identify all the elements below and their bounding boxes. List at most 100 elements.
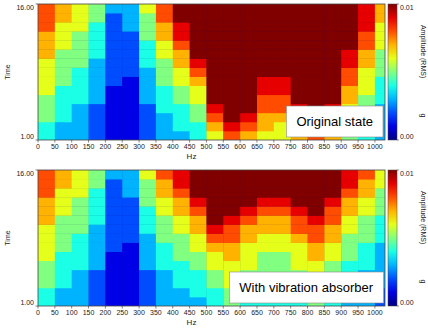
heat-cell — [38, 58, 55, 67]
heat-cell — [257, 4, 274, 13]
heat-cell — [274, 197, 291, 206]
heat-cell — [38, 22, 55, 31]
heat-cell — [206, 113, 223, 122]
heat-cell — [122, 197, 139, 206]
heat-cell — [89, 233, 106, 242]
heat-cell — [55, 197, 72, 206]
x-tick-label: 0 — [36, 143, 40, 150]
heat-cell — [240, 252, 257, 261]
heat-cell — [257, 179, 274, 188]
heat-cell — [190, 122, 207, 131]
heat-cell — [291, 206, 308, 215]
heat-cell — [375, 224, 385, 233]
heat-cell — [257, 233, 274, 242]
heat-cell — [274, 252, 291, 261]
heat-cell — [206, 104, 223, 113]
heat-cell — [257, 188, 274, 197]
heat-cell — [223, 13, 240, 22]
heat-cell — [223, 67, 240, 76]
heat-cell — [156, 104, 173, 113]
heat-cell — [206, 215, 223, 224]
heat-cell — [240, 13, 257, 22]
heat-cell — [105, 270, 122, 279]
heat-cell — [89, 197, 106, 206]
x-tick-label: 150 — [83, 309, 95, 316]
x-tick-label: 800 — [302, 143, 314, 150]
heat-cell — [240, 77, 257, 86]
heat-cell — [173, 77, 190, 86]
heat-cell — [308, 215, 325, 224]
heat-cell — [291, 243, 308, 252]
heat-cell — [341, 58, 358, 67]
heat-cell — [240, 86, 257, 95]
heat-cell — [240, 58, 257, 67]
plot-frame — [38, 170, 385, 306]
heat-cell — [274, 243, 291, 252]
x-tick-label: 450 — [184, 309, 196, 316]
heat-cell — [358, 243, 375, 252]
heat-cell — [257, 122, 274, 131]
heat-cell — [122, 49, 139, 58]
heat-cell — [38, 215, 55, 224]
heat-cell — [122, 288, 139, 297]
heat-cell — [240, 170, 257, 179]
colorbar — [388, 4, 397, 140]
heat-cell — [89, 113, 106, 122]
heat-cell — [122, 179, 139, 188]
heat-cell — [105, 122, 122, 131]
heat-cell — [274, 188, 291, 197]
heat-cell — [375, 243, 385, 252]
heat-cell — [291, 170, 308, 179]
heat-cell — [139, 13, 156, 22]
heat-cell — [139, 58, 156, 67]
heat-cell — [274, 58, 291, 67]
heat-cell — [291, 215, 308, 224]
heat-cell — [324, 13, 341, 22]
heat-cell — [38, 122, 55, 131]
heat-cell — [257, 86, 274, 95]
heat-cell — [173, 279, 190, 288]
heat-cell — [291, 13, 308, 22]
heat-cell — [72, 86, 89, 95]
heat-cell — [105, 279, 122, 288]
heat-cell — [324, 49, 341, 58]
heat-cell — [105, 170, 122, 179]
heat-cell — [291, 22, 308, 31]
heat-cell — [375, 49, 385, 58]
colorbar-title: Amplitude (RMS) — [419, 25, 427, 78]
heat-cell — [274, 22, 291, 31]
heat-cell — [72, 49, 89, 58]
heat-cell — [105, 215, 122, 224]
heat-cell — [173, 224, 190, 233]
heat-cell — [206, 197, 223, 206]
heat-cell — [223, 113, 240, 122]
heat-cell — [122, 122, 139, 131]
heat-cell — [206, 40, 223, 49]
heat-cell — [139, 261, 156, 270]
heat-cell — [240, 22, 257, 31]
heat-cell — [89, 243, 106, 252]
heat-cell — [190, 297, 207, 306]
heat-cell — [240, 40, 257, 49]
heat-cell — [122, 86, 139, 95]
heat-cell — [173, 270, 190, 279]
heat-cell — [375, 40, 385, 49]
heat-cell — [173, 22, 190, 31]
heat-cell — [139, 297, 156, 306]
heat-cell — [55, 77, 72, 86]
heat-cell — [223, 170, 240, 179]
heat-cell — [122, 206, 139, 215]
x-tick-label: 550 — [217, 143, 229, 150]
heat-cell — [190, 13, 207, 22]
heat-cell — [89, 224, 106, 233]
heat-cell — [240, 131, 257, 140]
heat-cell — [341, 215, 358, 224]
heat-cell — [223, 58, 240, 67]
heat-cell — [206, 58, 223, 67]
heat-cell — [55, 188, 72, 197]
heat-cell — [122, 40, 139, 49]
heat-cell — [324, 40, 341, 49]
heat-cell — [190, 170, 207, 179]
heat-cell — [122, 188, 139, 197]
heat-cell — [324, 179, 341, 188]
